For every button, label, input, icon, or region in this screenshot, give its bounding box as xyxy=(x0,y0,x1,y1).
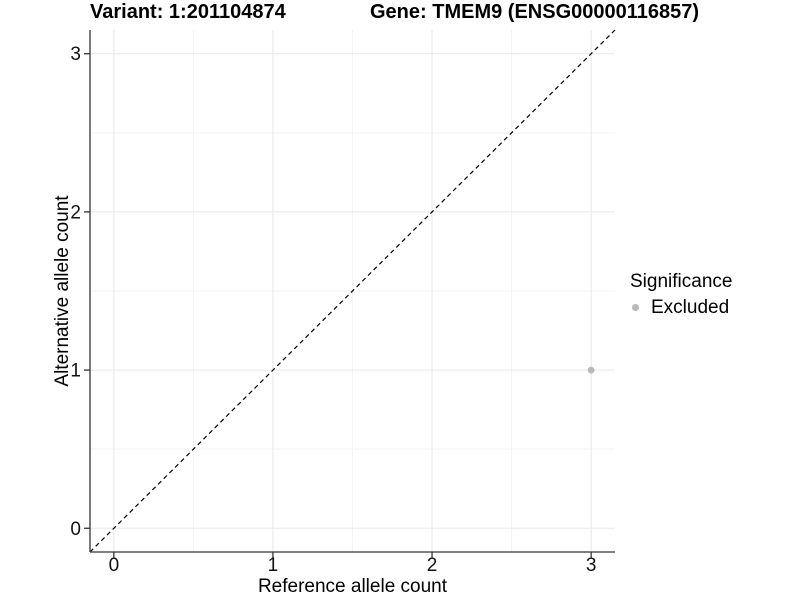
legend: Significance Excluded xyxy=(630,271,732,319)
y-tick-label: 1 xyxy=(70,361,81,382)
x-axis-title: Reference allele count xyxy=(257,576,448,597)
axis-tick-labels: 0 1 2 3 0 1 2 3 xyxy=(70,44,596,576)
data-point-excluded xyxy=(587,366,595,374)
x-tick-label: 2 xyxy=(427,555,438,576)
gene-title: Gene: TMEM9 (ENSG00000116857) xyxy=(370,1,700,23)
x-tick-label: 3 xyxy=(586,555,597,576)
legend-item-label: Excluded xyxy=(651,296,730,318)
y-axis-title: Alternative allele count xyxy=(52,195,74,387)
data-points xyxy=(587,366,595,374)
identity-reference-line xyxy=(89,29,616,553)
y-tick-label: 3 xyxy=(70,44,81,65)
y-tick-label: 2 xyxy=(70,202,81,223)
legend-title: Significance xyxy=(630,271,733,292)
major-gridlines xyxy=(90,30,615,552)
y-tick-label: 0 xyxy=(70,519,81,540)
x-tick-label: 1 xyxy=(268,555,279,576)
variant-title: Variant: 1:201104874 xyxy=(90,1,286,23)
minor-gridlines xyxy=(90,30,615,552)
legend-item-excluded: Excluded xyxy=(630,297,732,319)
excluded-point-swatch-icon xyxy=(632,304,639,312)
axis-tick-marks xyxy=(84,53,592,558)
x-tick-label: 0 xyxy=(109,555,120,576)
axis-lines xyxy=(89,30,615,553)
